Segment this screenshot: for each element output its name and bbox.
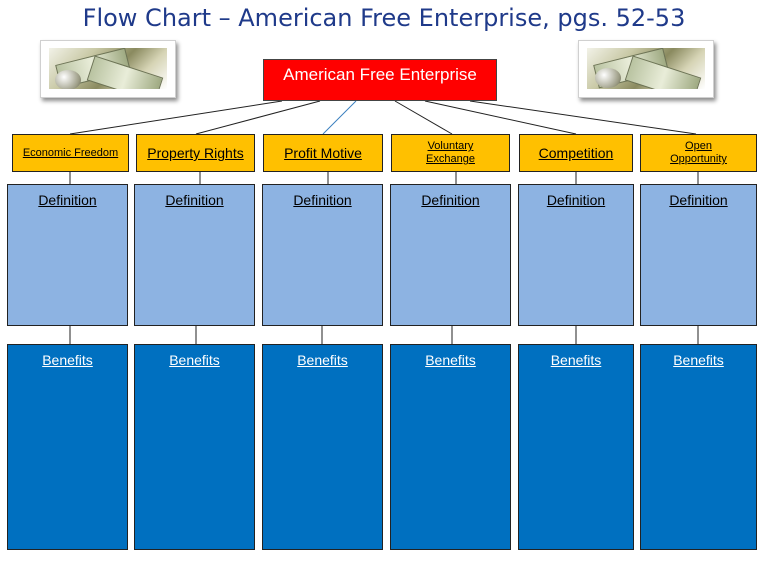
benefits-box: Benefits bbox=[262, 344, 383, 550]
definition-box: Definition bbox=[390, 184, 511, 326]
benefits-link[interactable]: Benefits bbox=[42, 352, 93, 368]
category-label[interactable]: Competition bbox=[538, 145, 614, 161]
benefits-box: Benefits bbox=[7, 344, 128, 550]
definition-link[interactable]: Definition bbox=[165, 192, 224, 208]
category-property-rights: Property Rights bbox=[136, 134, 255, 172]
benefits-link[interactable]: Benefits bbox=[297, 352, 348, 368]
root-node: American Free Enterprise bbox=[263, 59, 497, 101]
category-competition: Competition bbox=[519, 134, 633, 172]
money-photo-icon bbox=[578, 40, 714, 98]
category-label[interactable]: Voluntary Exchange bbox=[426, 140, 475, 165]
benefits-link[interactable]: Benefits bbox=[673, 352, 724, 368]
category-label[interactable]: Economic Freedom bbox=[22, 146, 119, 159]
definition-box: Definition bbox=[262, 184, 383, 326]
definition-box: Definition bbox=[640, 184, 757, 326]
category-label[interactable]: Profit Motive bbox=[284, 145, 362, 161]
category-voluntary-exchange: Voluntary Exchange bbox=[391, 134, 510, 172]
benefits-link[interactable]: Benefits bbox=[425, 352, 476, 368]
benefits-box: Benefits bbox=[134, 344, 255, 550]
definition-box: Definition bbox=[7, 184, 128, 326]
page-title: Flow Chart – American Free Enterprise, p… bbox=[82, 4, 686, 32]
money-photo-icon bbox=[40, 40, 176, 98]
definition-link[interactable]: Definition bbox=[546, 192, 606, 208]
benefits-box: Benefits bbox=[390, 344, 511, 550]
definition-link[interactable]: Definition bbox=[421, 192, 480, 208]
category-label[interactable]: Open Opportunity bbox=[670, 140, 727, 165]
benefits-box: Benefits bbox=[640, 344, 757, 550]
definition-box: Definition bbox=[134, 184, 255, 326]
definition-link[interactable]: Definition bbox=[293, 192, 352, 208]
category-label[interactable]: Property Rights bbox=[147, 145, 244, 161]
category-profit-motive: Profit Motive bbox=[263, 134, 383, 172]
definition-link[interactable]: Definition bbox=[669, 192, 728, 208]
benefits-link[interactable]: Benefits bbox=[169, 352, 220, 368]
category-open-opportunity: Open Opportunity bbox=[640, 134, 757, 172]
definition-link[interactable]: Definition bbox=[38, 192, 97, 208]
benefits-box: Benefits bbox=[518, 344, 634, 550]
benefits-link[interactable]: Benefits bbox=[550, 352, 602, 368]
category-economic-freedom: Economic Freedom bbox=[12, 134, 129, 172]
definition-box: Definition bbox=[518, 184, 634, 326]
